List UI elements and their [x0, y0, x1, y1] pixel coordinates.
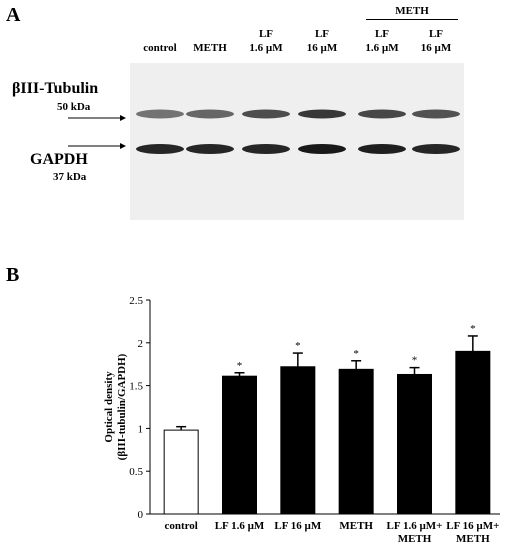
band-top-2	[186, 109, 234, 119]
blot-bands	[136, 109, 460, 154]
bar-chart: 0 0.5 1 1.5 2 2.5 Optical density (βIII-tubulin…	[103, 295, 500, 545]
x-tick-label-6-2: METH	[456, 533, 490, 545]
lane-label-4: LF 16 µM	[306, 28, 338, 54]
bar-3	[280, 366, 316, 515]
tubulin-kda: 50 kDa	[57, 101, 91, 113]
band-top-4	[298, 109, 346, 119]
significance-3: *	[295, 340, 301, 352]
band-bottom-1	[136, 144, 184, 154]
gapdh-arrow	[68, 138, 128, 156]
x-tick-label-3-1: LF 16 µM	[274, 520, 321, 532]
y-tick-label-0: 0	[138, 509, 144, 521]
lane-label-2: METH	[193, 42, 227, 54]
significance-4: *	[353, 348, 359, 360]
lane-label-6: LF 16 µM	[420, 28, 452, 54]
tubulin-label: βIII-Tubulin	[12, 80, 99, 97]
lane-label-1: control	[143, 42, 177, 54]
x-tick-label-4-1: METH	[339, 520, 373, 532]
band-bottom-6	[412, 144, 460, 154]
lane-label-5: LF 1.6 µM	[365, 28, 399, 54]
x-tick-label-6-1: LF 16 µM+	[446, 520, 499, 532]
significance-5: *	[412, 355, 418, 367]
y-axis-label-1: Optical density	[103, 371, 115, 443]
x-tick-label-2-1: LF 1.6 µM	[215, 520, 265, 532]
band-top-3	[242, 109, 290, 119]
band-bottom-5	[358, 144, 406, 154]
panel-b-label: B	[6, 264, 20, 286]
x-tick-label-1-1: control	[164, 520, 197, 532]
x-tick-label-5-2: METH	[398, 533, 432, 545]
gapdh-label: GAPDH	[30, 151, 88, 168]
western-blot-image	[130, 63, 464, 220]
band-top-1	[136, 109, 184, 119]
band-bottom-3	[242, 144, 290, 154]
band-bottom-4	[298, 144, 346, 154]
y-tick-label-3: 1.5	[129, 381, 143, 393]
panel-a-label: A	[6, 4, 21, 26]
bar-4	[338, 368, 374, 515]
group-bracket-line	[366, 19, 458, 20]
bar-6	[455, 350, 491, 515]
band-bottom-2	[186, 144, 234, 154]
y-tick-label-4: 2	[138, 338, 144, 350]
band-top-5	[358, 109, 406, 119]
y-tick-label-1: 0.5	[129, 466, 143, 478]
group-label-meth: METH	[395, 5, 429, 17]
bar-1	[163, 429, 199, 515]
y-tick-label-5: 2.5	[129, 295, 143, 307]
tubulin-arrow	[68, 110, 128, 128]
bar-2	[222, 375, 257, 515]
y-axis-label-2: (βIII-tubulin/GAPDH)	[116, 353, 128, 460]
significance-6: *	[470, 323, 476, 335]
gapdh-kda: 37 kDa	[53, 171, 87, 183]
lane-label-3: LF 1.6 µM	[249, 28, 283, 54]
band-top-6	[412, 109, 460, 119]
x-tick-label-5-1: LF 1.6 µM+	[387, 520, 443, 532]
y-tick-label-2: 1	[138, 423, 144, 435]
significance-2: *	[237, 360, 243, 372]
bar-5	[397, 373, 432, 515]
